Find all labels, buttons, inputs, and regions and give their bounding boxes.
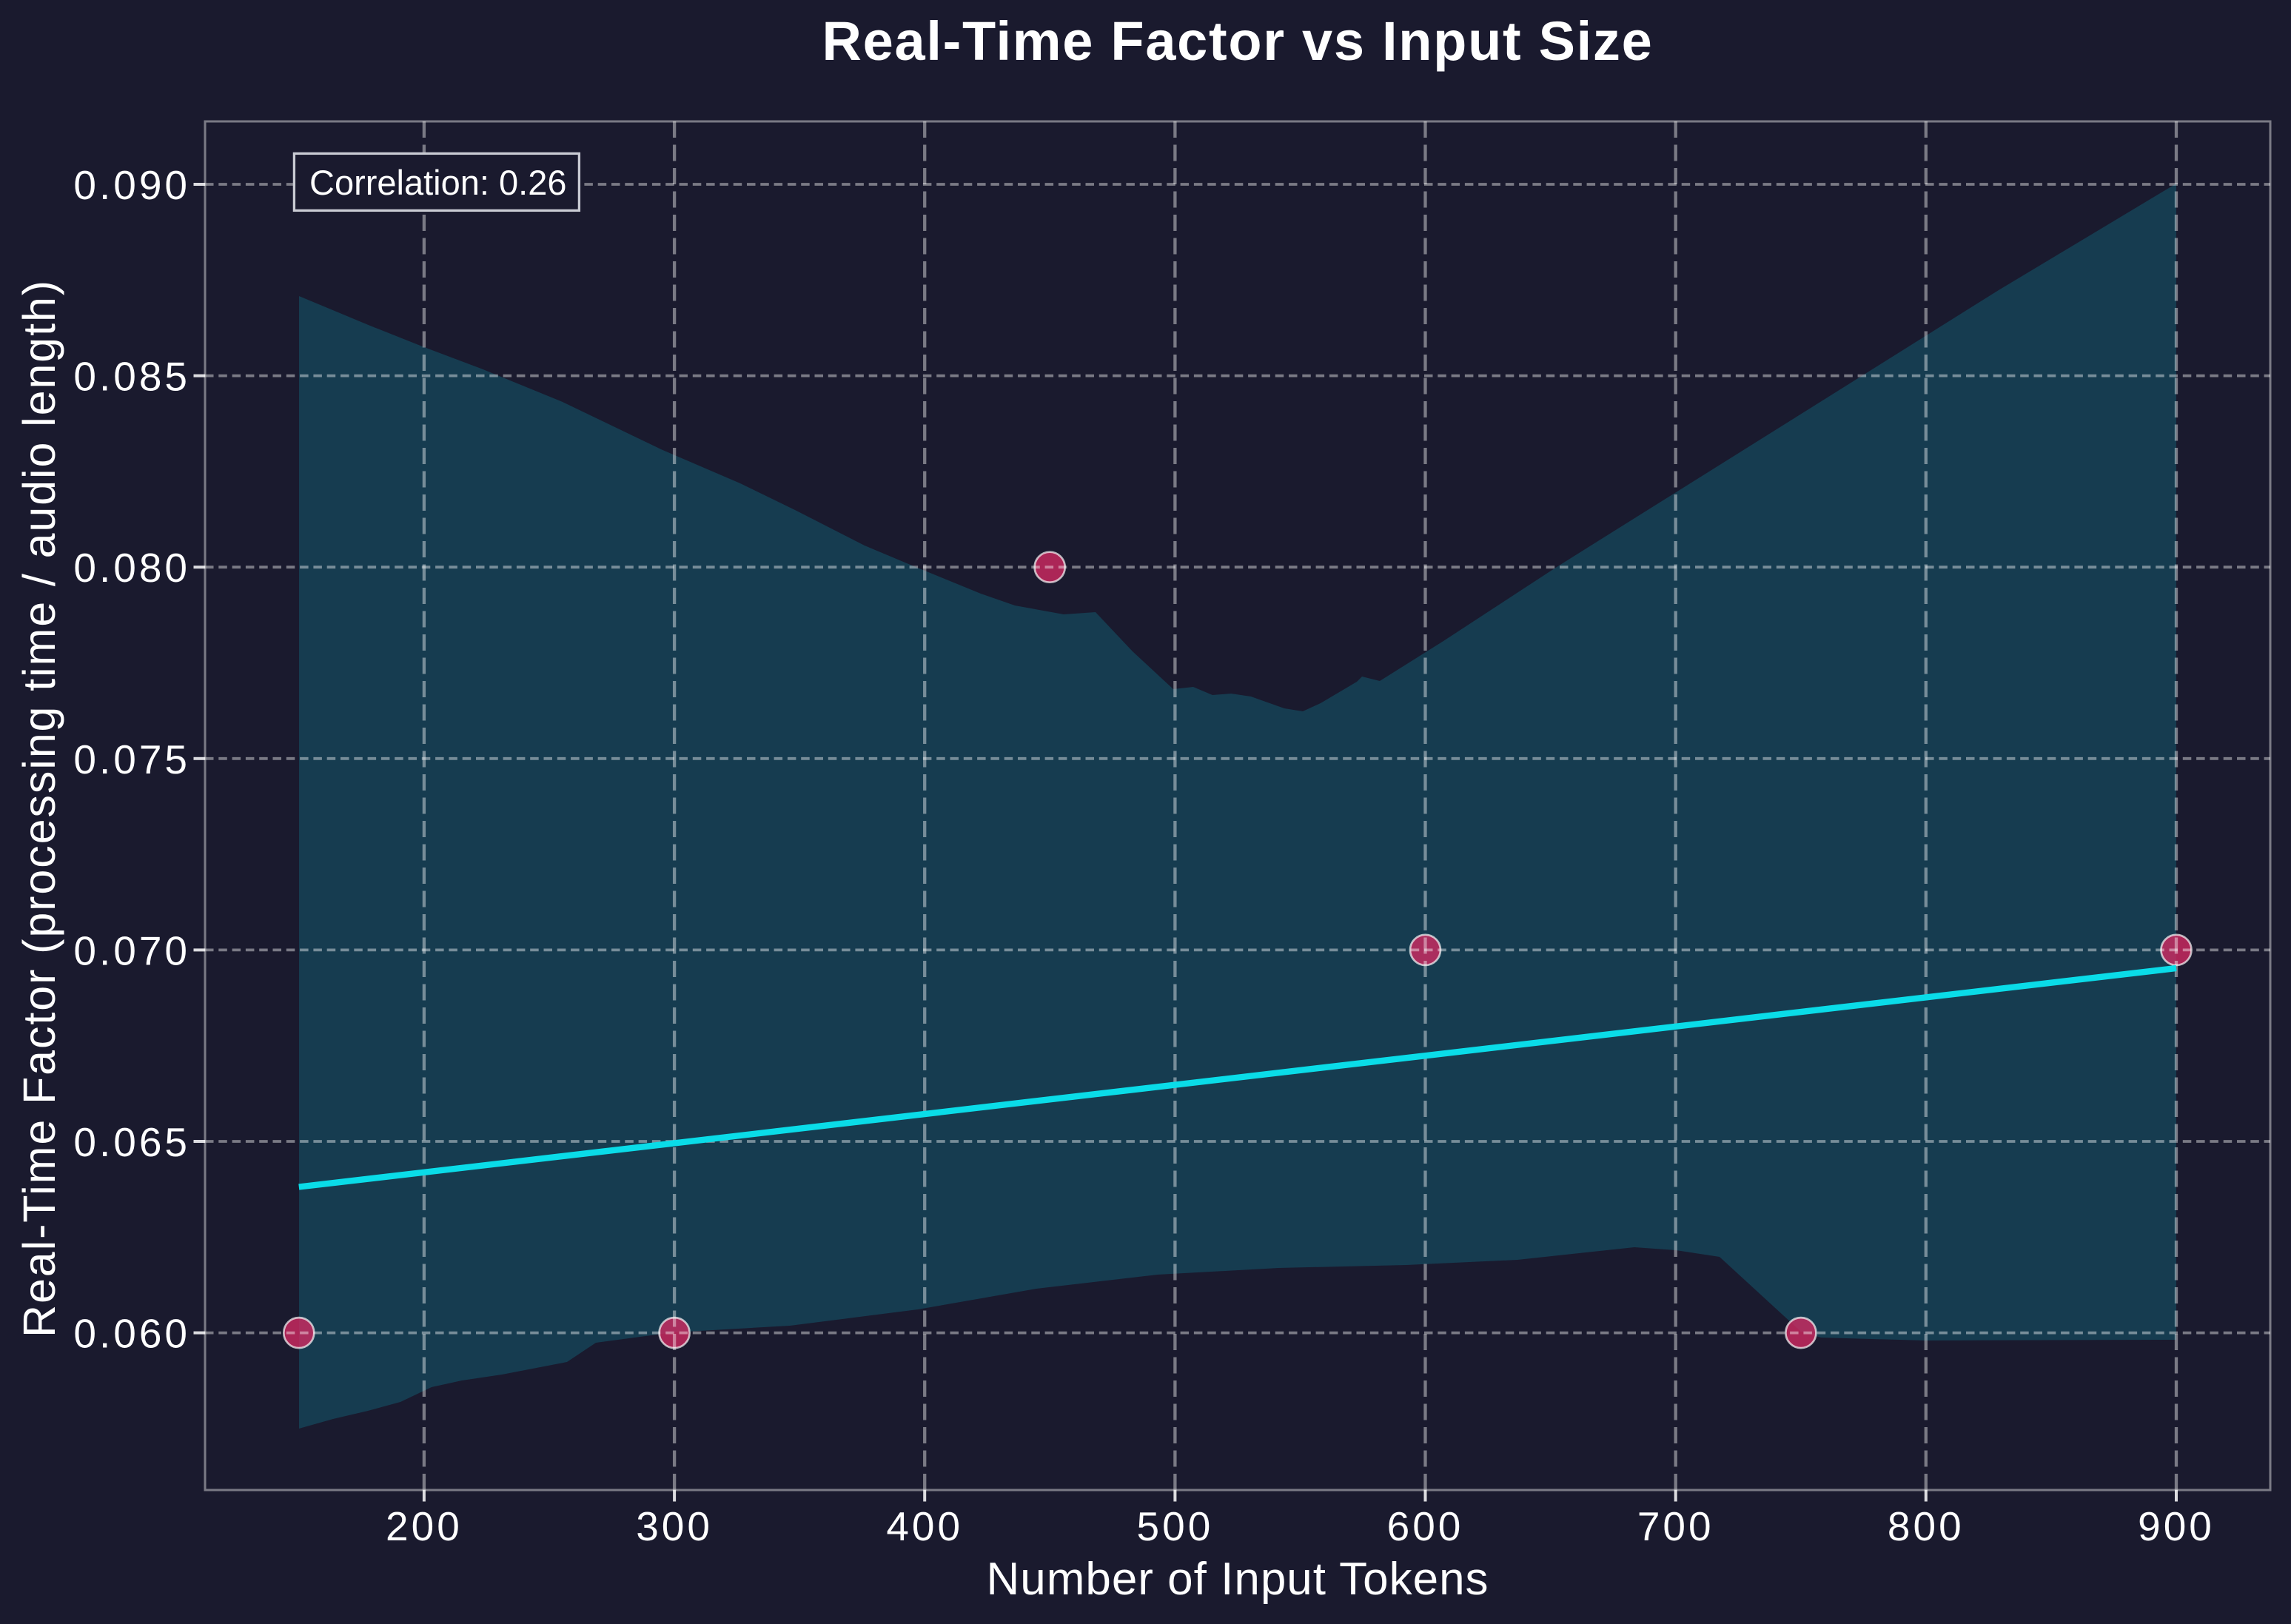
svg-text:700: 700 [1637, 1503, 1714, 1549]
svg-text:0.080: 0.080 [73, 545, 190, 591]
svg-text:Correlation: 0.26: Correlation: 0.26 [309, 163, 566, 202]
svg-text:0.090: 0.090 [73, 162, 190, 208]
svg-text:Real-Time Factor (processing t: Real-Time Factor (processing time / audi… [14, 279, 64, 1338]
svg-text:900: 900 [2138, 1503, 2215, 1549]
svg-text:400: 400 [886, 1503, 963, 1549]
svg-text:0.070: 0.070 [73, 927, 190, 973]
svg-text:Number of Input Tokens: Number of Input Tokens [986, 1554, 1489, 1605]
svg-text:0.065: 0.065 [73, 1119, 190, 1165]
svg-text:200: 200 [386, 1503, 463, 1549]
svg-text:0.060: 0.060 [73, 1311, 190, 1357]
svg-text:0.085: 0.085 [73, 354, 190, 400]
svg-text:0.075: 0.075 [73, 736, 190, 782]
svg-text:300: 300 [636, 1503, 713, 1549]
svg-text:500: 500 [1137, 1503, 1214, 1549]
svg-text:Real-Time Factor vs Input Size: Real-Time Factor vs Input Size [822, 10, 1654, 72]
svg-text:600: 600 [1387, 1503, 1464, 1549]
svg-text:800: 800 [1888, 1503, 1965, 1549]
